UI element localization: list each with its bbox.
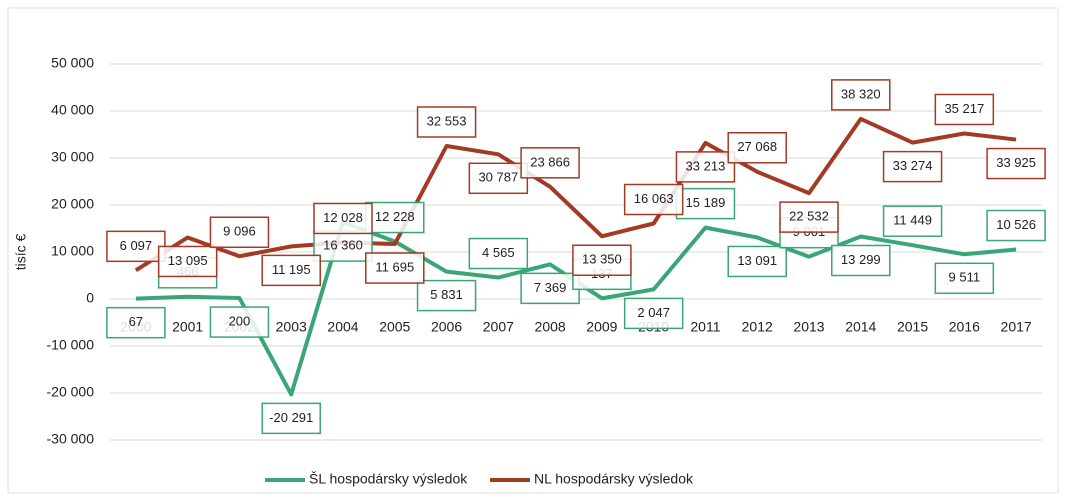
data-label: 10 526: [996, 217, 1036, 232]
data-label-box: [623, 297, 684, 330]
data-label: 13 095: [168, 253, 208, 268]
data-label: 11 195: [272, 262, 311, 277]
x-tick-label: 2004: [327, 319, 358, 335]
data-label: 16 063: [634, 191, 674, 206]
data-label-box: [986, 147, 1046, 180]
x-tick-label: 2012: [742, 319, 773, 335]
data-label-box: [261, 402, 321, 435]
data-label: 5 831: [430, 287, 463, 302]
data-label: 12 028: [323, 210, 363, 225]
data-label-box: [675, 151, 736, 183]
data-label: 27 068: [737, 139, 777, 154]
data-label-box: [882, 150, 943, 183]
x-tick-label: 2007: [483, 319, 514, 335]
x-tick-label: 2001: [172, 319, 203, 335]
data-label: 11 449: [893, 213, 932, 228]
data-label: 15 189: [686, 195, 726, 210]
data-label-box: [520, 147, 580, 179]
legend-label: NL hospodársky výsledok: [534, 471, 694, 487]
x-tick-label: 2016: [949, 319, 980, 335]
data-label: 11 695: [375, 259, 414, 274]
data-label: 33 213: [686, 158, 726, 173]
data-label: 23 866: [530, 154, 570, 169]
x-tick-label: 2003: [276, 319, 307, 335]
data-label-box: [779, 201, 839, 233]
x-tick-label: 2008: [535, 319, 566, 335]
y-axis-title: tisíc €: [13, 234, 29, 271]
x-tick-label: 2015: [897, 319, 928, 335]
data-label: 9 511: [949, 270, 981, 285]
data-label: 32 553: [427, 113, 467, 128]
y-tick-label: -10 000: [47, 337, 95, 353]
y-tick-label: -30 000: [47, 431, 95, 447]
data-label-box: [106, 306, 166, 339]
data-label-box: [727, 132, 787, 164]
data-label-box: [623, 183, 684, 216]
data-label: 33 274: [893, 158, 933, 173]
data-label: 12 228: [375, 209, 415, 224]
data-label: 200: [229, 313, 251, 328]
data-label-box: [106, 230, 166, 263]
data-label-box: [831, 79, 891, 111]
data-label-box: [209, 216, 270, 248]
data-label-box: [934, 262, 995, 295]
data-label: 4 565: [482, 245, 515, 260]
x-tick-label: 2014: [845, 319, 876, 335]
y-tick-label: 20 000: [51, 196, 94, 212]
x-tick-label: 2017: [1001, 319, 1032, 335]
data-label: 7 369: [534, 280, 567, 295]
data-label-box: [468, 162, 529, 195]
data-label-box: [882, 205, 943, 237]
data-label-box: [261, 254, 321, 287]
data-label: 6 097: [120, 238, 153, 253]
data-label-box: [727, 245, 787, 278]
series-line: [134, 116, 1017, 273]
data-label: 13 299: [841, 252, 881, 267]
x-tick-label: 2009: [586, 319, 617, 335]
data-label: 33 925: [996, 155, 1036, 170]
data-label: 35 217: [944, 101, 984, 116]
data-label-box: [157, 245, 218, 278]
data-label: 9 096: [223, 224, 256, 239]
legend-label: ŠL hospodársky výsledok: [309, 471, 468, 487]
data-label: 2 047: [637, 305, 670, 320]
data-label-box: [572, 244, 632, 277]
x-tick-label: 2011: [690, 319, 720, 335]
y-tick-label: 40 000: [51, 102, 94, 118]
data-label: 30 787: [478, 170, 518, 185]
data-label-box: [365, 252, 425, 284]
data-label: -20 291: [269, 410, 313, 425]
y-tick-label: 30 000: [51, 149, 94, 165]
data-label: 16 360: [323, 238, 363, 253]
data-label: 22 532: [789, 209, 829, 224]
data-label-box: [468, 237, 529, 270]
data-label-box: [986, 209, 1046, 242]
data-label-box: [831, 244, 891, 277]
data-label: 13 091: [737, 253, 777, 268]
data-label-box: [416, 106, 477, 138]
data-label-box: [313, 202, 373, 235]
x-tick-label: 2013: [793, 319, 824, 335]
data-label-box: [416, 279, 477, 312]
data-label: 13 350: [582, 252, 622, 267]
data-label-box: [313, 230, 373, 262]
x-tick-label: 2005: [379, 319, 410, 335]
y-tick-label: -20 000: [47, 384, 95, 400]
data-label: 67: [129, 314, 143, 329]
x-tick-label: 2006: [431, 319, 462, 335]
data-label-box: [934, 93, 995, 126]
y-tick-label: 10 000: [51, 243, 94, 259]
y-tick-label: 50 000: [51, 55, 94, 71]
data-label-box: [209, 306, 270, 338]
data-label: 38 320: [841, 86, 881, 101]
y-tick-label: 0: [86, 290, 94, 306]
